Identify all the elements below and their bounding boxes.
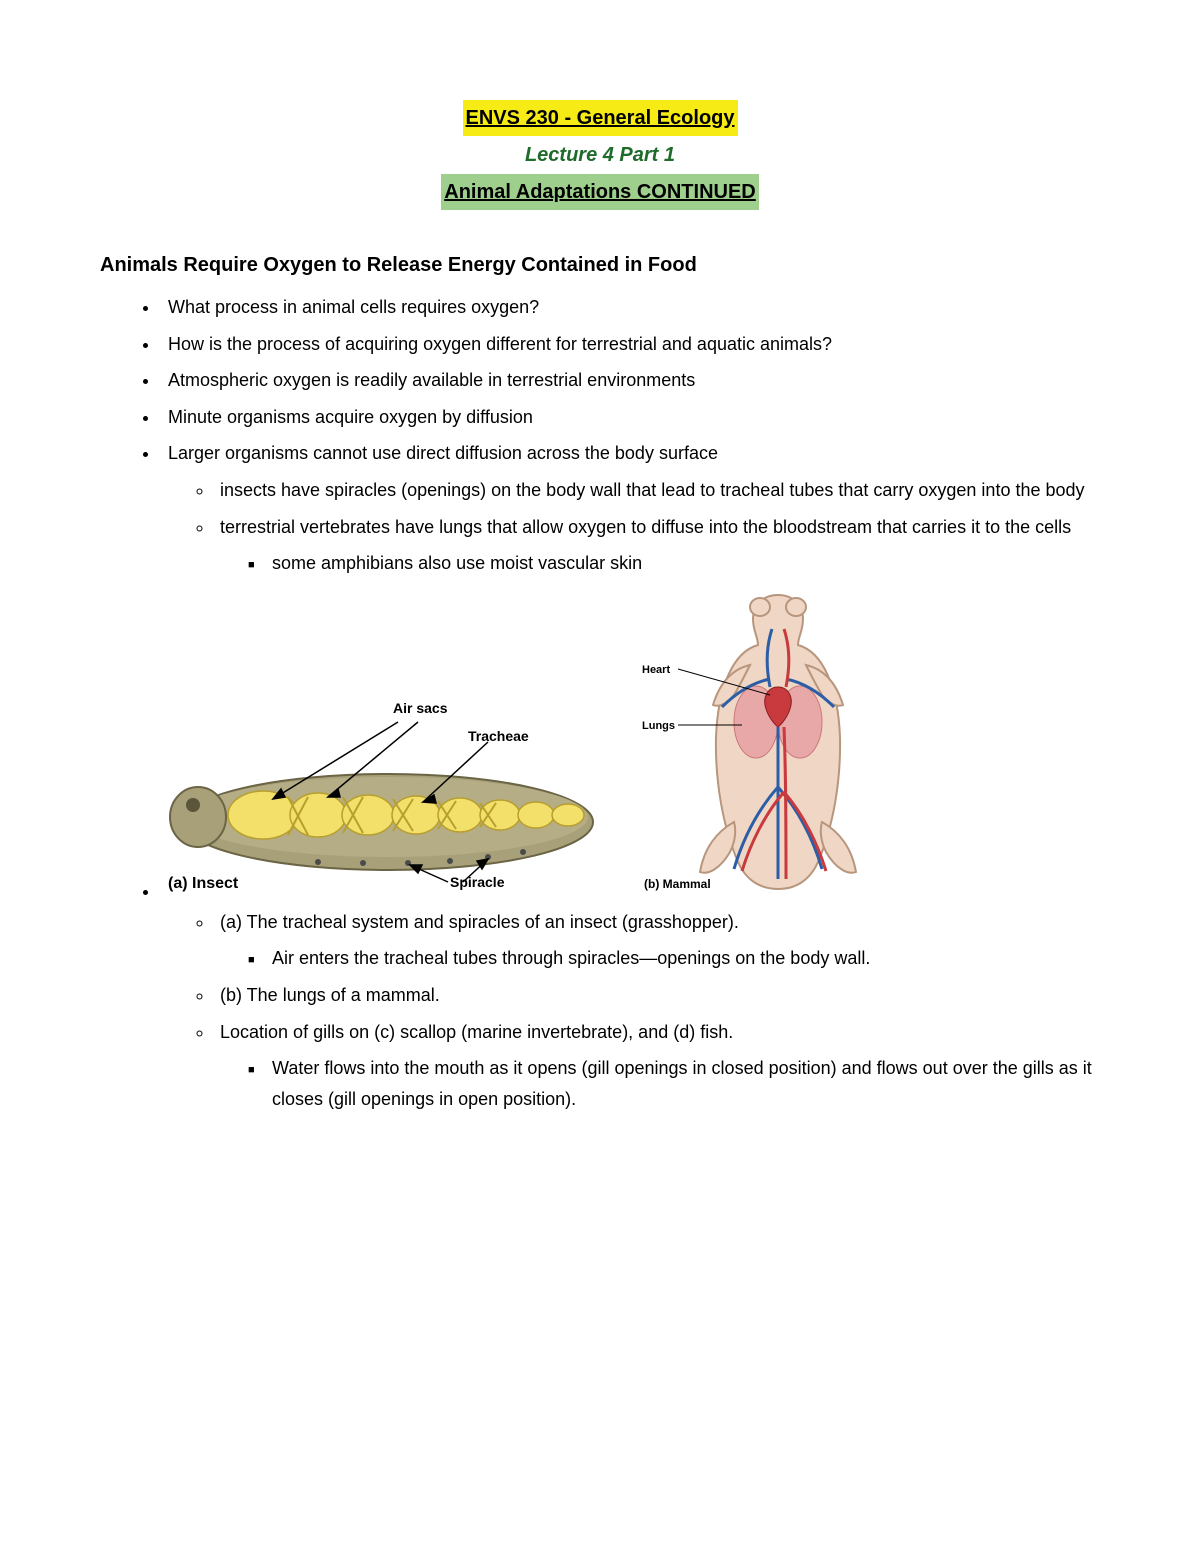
bullet-text: terrestrial vertebrates have lungs that … <box>220 517 1071 537</box>
insect-diagram: Air sacs Tracheae Spiracle (a) Insect <box>168 647 628 897</box>
caption-text: Location of gills on (c) scallop (marine… <box>220 1022 733 1042</box>
bullet-text: Atmospheric oxygen is readily available … <box>168 370 695 390</box>
insect-caption: (a) Insect <box>168 870 238 897</box>
label-heart: Heart <box>642 661 670 680</box>
caption-sub-list: Air enters the tracheal tubes through sp… <box>220 943 1100 974</box>
label-air-sacs: Air sacs <box>393 697 447 721</box>
page: ENVS 230 - General Ecology Lecture 4 Par… <box>0 0 1200 1553</box>
label-tracheae: Tracheae <box>468 725 529 749</box>
list-item: insects have spiracles (openings) on the… <box>214 475 1100 506</box>
insect-caption-text: Insect <box>192 875 238 892</box>
bullet-text: How is the process of acquiring oxygen d… <box>168 334 832 354</box>
list-item: (a) The tracheal system and spiracles of… <box>214 907 1100 974</box>
caption-list: (a) The tracheal system and spiracles of… <box>168 907 1100 1115</box>
topic-title: Animal Adaptations CONTINUED <box>441 174 759 210</box>
sub-list: insects have spiracles (openings) on the… <box>168 475 1100 579</box>
label-spiracle: Spiracle <box>450 871 504 895</box>
list-item: terrestrial vertebrates have lungs that … <box>214 512 1100 579</box>
list-item: Larger organisms cannot use direct diffu… <box>160 438 1100 578</box>
list-item: Location of gills on (c) scallop (marine… <box>214 1017 1100 1115</box>
list-item: Water flows into the mouth as it opens (… <box>266 1053 1100 1114</box>
diagram-row: Air sacs Tracheae Spiracle (a) Insect <box>168 587 1100 897</box>
diagram-list-item: Air sacs Tracheae Spiracle (a) Insect <box>160 587 1100 1115</box>
mammal-svg <box>638 587 918 897</box>
mammal-caption: (b) Mammal <box>644 874 711 894</box>
mammal-diagram: Heart Lungs (b) Mammal <box>638 587 918 897</box>
list-item: What process in animal cells requires ox… <box>160 292 1100 323</box>
list-item: (b) The lungs of a mammal. <box>214 980 1100 1011</box>
bullet-text: What process in animal cells requires ox… <box>168 297 539 317</box>
bullet-text: some amphibians also use moist vascular … <box>272 553 642 573</box>
caption-text: (b) The lungs of a mammal. <box>220 985 440 1005</box>
list-item: Minute organisms acquire oxygen by diffu… <box>160 402 1100 433</box>
bullet-text: Minute organisms acquire oxygen by diffu… <box>168 407 533 427</box>
list-item: some amphibians also use moist vascular … <box>266 548 1100 579</box>
sub-sub-list: some amphibians also use moist vascular … <box>220 548 1100 579</box>
section-heading: Animals Require Oxygen to Release Energy… <box>100 248 1100 282</box>
caption-text: (a) The tracheal system and spiracles of… <box>220 912 739 932</box>
bullet-text: insects have spiracles (openings) on the… <box>220 480 1085 500</box>
caption-sub-list: Water flows into the mouth as it opens (… <box>220 1053 1100 1114</box>
insect-svg <box>168 647 628 897</box>
caption-text: Air enters the tracheal tubes through sp… <box>272 948 870 968</box>
lecture-title: Lecture 4 Part 1 <box>100 138 1100 172</box>
list-item: Atmospheric oxygen is readily available … <box>160 365 1100 396</box>
list-item: How is the process of acquiring oxygen d… <box>160 329 1100 360</box>
course-title: ENVS 230 - General Ecology <box>463 100 738 136</box>
mammal-caption-text: Mammal <box>663 877 711 891</box>
bullet-text: Larger organisms cannot use direct diffu… <box>168 443 718 463</box>
label-lungs: Lungs <box>642 717 675 736</box>
header-block: ENVS 230 - General Ecology Lecture 4 Par… <box>100 100 1100 210</box>
bullet-list: What process in animal cells requires ox… <box>120 292 1100 1114</box>
caption-text: Water flows into the mouth as it opens (… <box>272 1058 1092 1109</box>
list-item: Air enters the tracheal tubes through sp… <box>266 943 1100 974</box>
